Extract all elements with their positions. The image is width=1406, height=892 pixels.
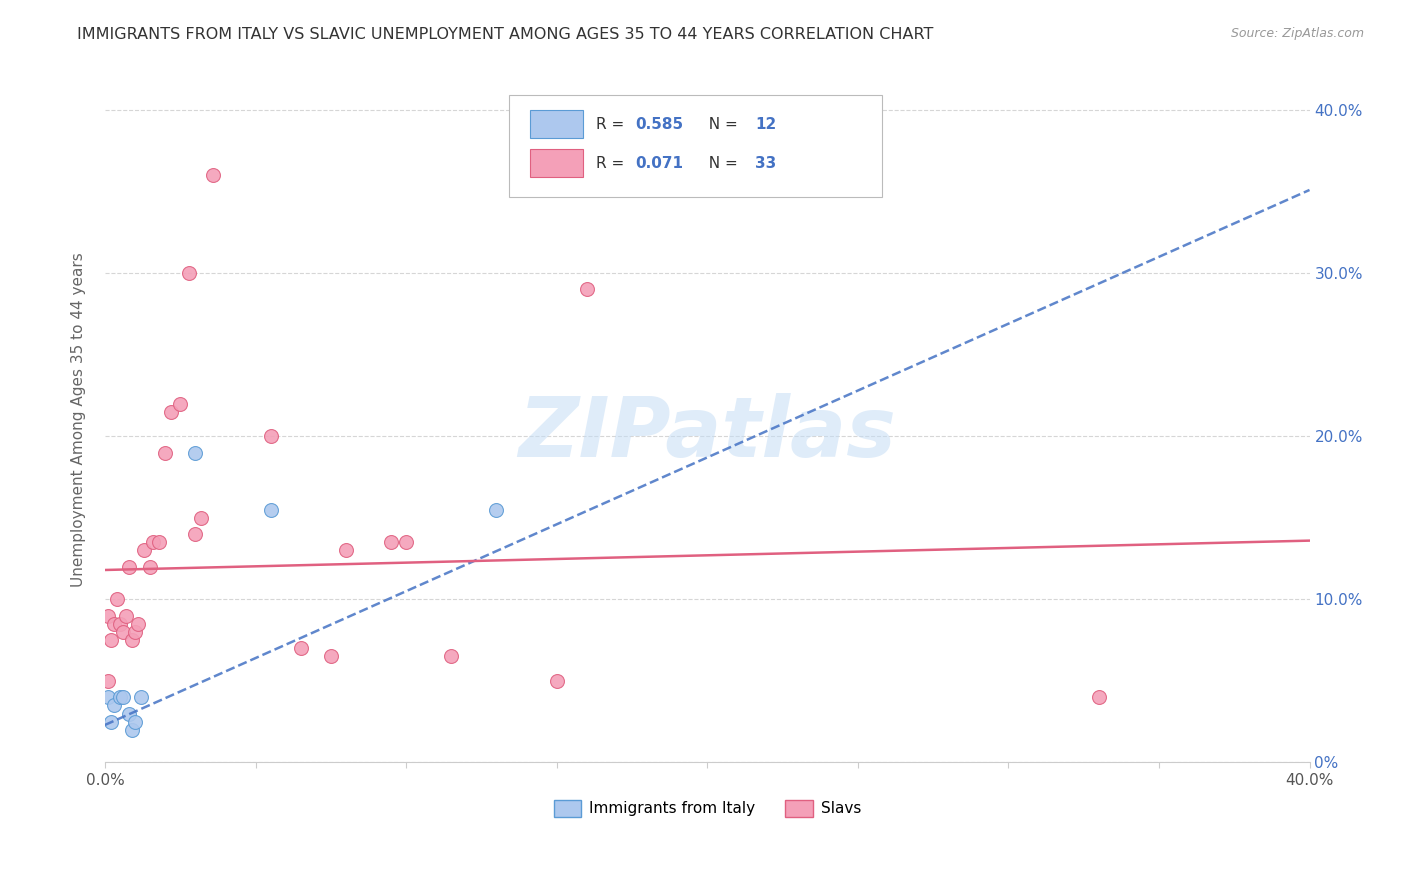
Point bbox=[259, 429, 281, 443]
Text: Source: ZipAtlas.com: Source: ZipAtlas.com bbox=[1230, 27, 1364, 40]
Point bbox=[380, 535, 402, 549]
Point bbox=[100, 633, 122, 648]
Text: IMMIGRANTS FROM ITALY VS SLAVIC UNEMPLOYMENT AMONG AGES 35 TO 44 YEARS CORRELATI: IMMIGRANTS FROM ITALY VS SLAVIC UNEMPLOY… bbox=[77, 27, 934, 42]
Point bbox=[160, 405, 183, 419]
Point bbox=[575, 283, 598, 297]
FancyBboxPatch shape bbox=[530, 149, 583, 177]
FancyBboxPatch shape bbox=[509, 95, 882, 197]
Text: 0.585: 0.585 bbox=[636, 117, 683, 131]
Point bbox=[129, 690, 152, 705]
Point bbox=[112, 624, 135, 639]
Point bbox=[169, 396, 191, 410]
Point bbox=[97, 608, 120, 623]
Point bbox=[97, 690, 120, 705]
Point bbox=[115, 608, 138, 623]
Point bbox=[100, 714, 122, 729]
Point bbox=[290, 641, 312, 656]
Point bbox=[485, 502, 508, 516]
Point bbox=[124, 714, 146, 729]
Point bbox=[108, 690, 131, 705]
Point bbox=[121, 633, 143, 648]
Text: 0.071: 0.071 bbox=[636, 155, 683, 170]
Text: R =: R = bbox=[596, 155, 630, 170]
Point bbox=[1087, 690, 1109, 705]
Point bbox=[112, 690, 135, 705]
Point bbox=[440, 649, 463, 664]
Point bbox=[105, 592, 128, 607]
Y-axis label: Unemployment Among Ages 35 to 44 years: Unemployment Among Ages 35 to 44 years bbox=[72, 252, 86, 587]
Point bbox=[97, 673, 120, 688]
Point bbox=[335, 543, 357, 558]
Point bbox=[118, 559, 141, 574]
Point bbox=[202, 169, 225, 183]
Point bbox=[108, 616, 131, 631]
Point bbox=[259, 502, 281, 516]
Legend: Immigrants from Italy, Slavs: Immigrants from Italy, Slavs bbox=[547, 793, 868, 823]
Text: R =: R = bbox=[596, 117, 630, 131]
Point bbox=[103, 616, 125, 631]
Text: N =: N = bbox=[699, 117, 742, 131]
Point bbox=[179, 266, 201, 280]
Point bbox=[395, 535, 418, 549]
Point bbox=[127, 616, 149, 631]
Point bbox=[139, 559, 162, 574]
Point bbox=[103, 698, 125, 713]
Point bbox=[142, 535, 165, 549]
Text: ZIPatlas: ZIPatlas bbox=[519, 393, 896, 475]
Point bbox=[184, 527, 207, 541]
Point bbox=[148, 535, 170, 549]
Point bbox=[184, 445, 207, 459]
Point bbox=[134, 543, 156, 558]
FancyBboxPatch shape bbox=[530, 111, 583, 137]
Text: 33: 33 bbox=[755, 155, 776, 170]
Text: N =: N = bbox=[699, 155, 742, 170]
Point bbox=[190, 510, 212, 524]
Point bbox=[546, 673, 568, 688]
Point bbox=[155, 445, 177, 459]
Point bbox=[319, 649, 342, 664]
Point bbox=[118, 706, 141, 721]
Text: 12: 12 bbox=[755, 117, 776, 131]
Point bbox=[124, 624, 146, 639]
Point bbox=[121, 723, 143, 737]
